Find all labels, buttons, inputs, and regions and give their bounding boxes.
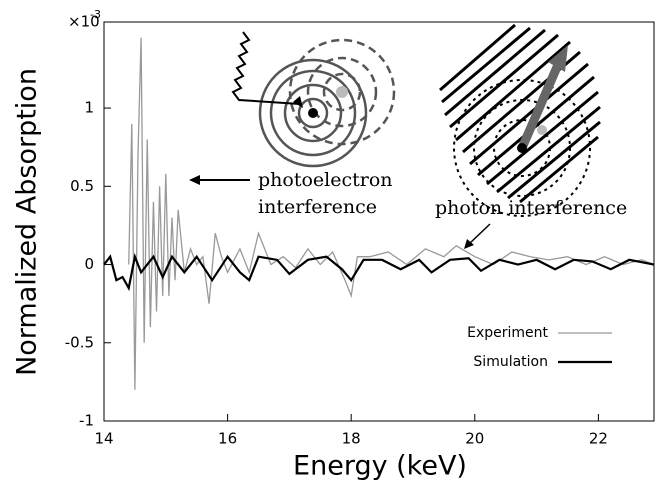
annotation-arrowhead <box>464 239 474 249</box>
x-tick-label: 16 <box>218 430 237 448</box>
x-tick-label: 14 <box>94 430 113 448</box>
y-multiplier-exponent: -3 <box>90 8 101 21</box>
photon-illustration <box>439 23 601 217</box>
y-multiplier: ×10 <box>68 13 100 31</box>
x-tick-label: 18 <box>342 430 361 448</box>
x-tick-label: 20 <box>465 430 484 448</box>
photoelectron-illustration <box>231 31 396 168</box>
y-tick-label: 0 <box>84 255 94 273</box>
series-line <box>103 252 655 292</box>
annotation: photon interference <box>435 197 627 219</box>
x-axis-label: Energy (keV) <box>293 451 467 482</box>
annotation: interference <box>258 196 377 218</box>
annotation: photoelectron <box>258 169 393 191</box>
y-tick-label: -1 <box>79 412 94 430</box>
legend-label: Experiment <box>467 325 548 341</box>
y-tick-label: 0.5 <box>70 177 94 195</box>
annotation-arrow <box>468 223 491 245</box>
plot-frame <box>103 21 655 422</box>
x-tick-label: 22 <box>589 430 608 448</box>
annotation-arrowhead <box>189 175 200 185</box>
y-tick-label: -0.5 <box>65 333 94 351</box>
y-tick-label: 1 <box>84 99 94 117</box>
legend-label: Simulation <box>473 354 548 370</box>
y-axis-label: Normalized Absorption <box>12 68 43 376</box>
